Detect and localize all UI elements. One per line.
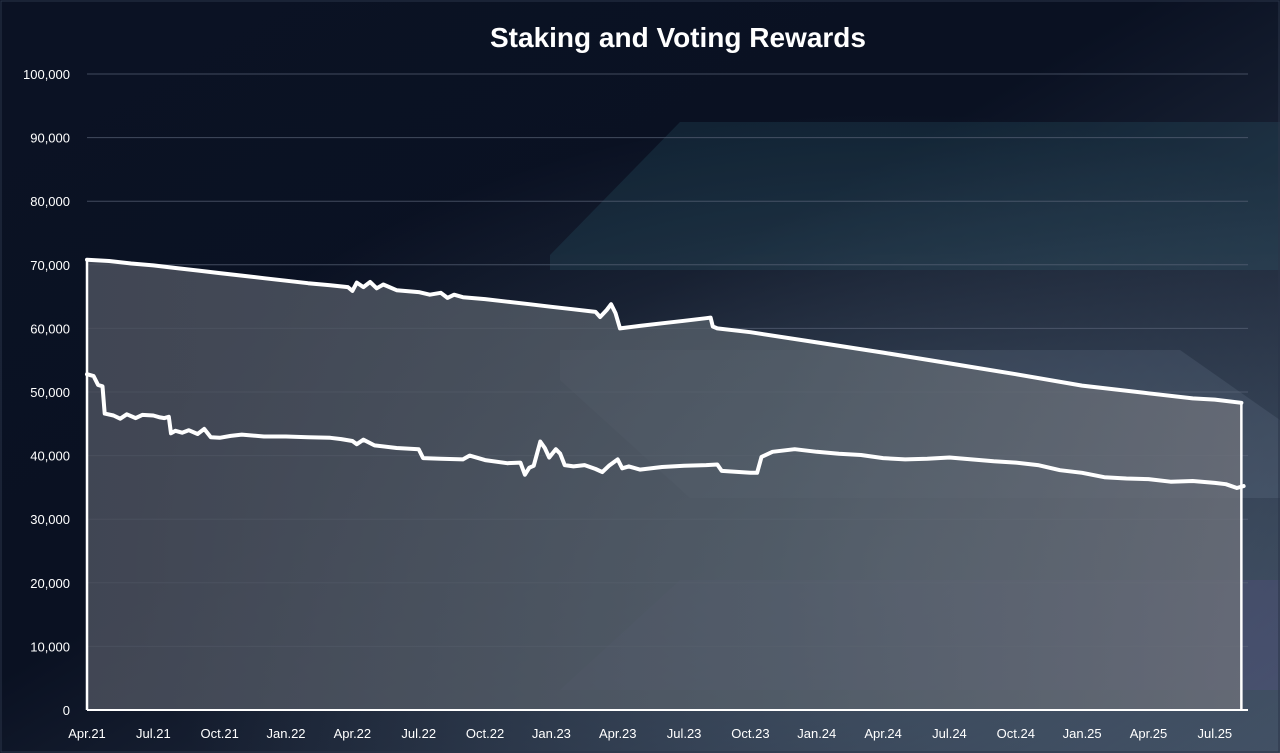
- y-axis: 0 10,000 20,000 30,000 40,000 50,000 60,000 70,…: [23, 67, 70, 718]
- x-tick-label: Jan.25: [1063, 726, 1102, 741]
- y-tick-label: 40,000: [30, 449, 70, 464]
- y-tick-label: 30,000: [30, 512, 70, 527]
- series-line-voting-rewards: [85, 372, 1246, 490]
- area-staking-rewards: [87, 259, 1242, 710]
- y-tick-label: 20,000: [30, 576, 70, 591]
- series-lines: [85, 257, 1246, 490]
- x-tick-label: Oct.24: [997, 726, 1035, 741]
- x-tick-label: Jul.23: [667, 726, 702, 741]
- x-tick-label: Oct.21: [201, 726, 239, 741]
- y-tick-label: 0: [63, 703, 70, 718]
- x-tick-label: Apr.24: [864, 726, 902, 741]
- x-tick-label: Jul.21: [136, 726, 171, 741]
- x-tick-label: Oct.22: [466, 726, 504, 741]
- x-axis: Apr.21 Jul.21 Oct.21 Jan.22 Apr.22 Jul.22 Oct.…: [68, 709, 1248, 741]
- x-tick-label: Jan.22: [267, 726, 306, 741]
- series-line-staking-rewards: [85, 257, 1244, 405]
- x-tick-label: Oct.23: [731, 726, 769, 741]
- x-tick-label: Apr.25: [1130, 726, 1168, 741]
- chart-title: Staking and Voting Rewards: [490, 22, 866, 53]
- y-tick-label: 100,000: [23, 67, 70, 82]
- x-tick-label: Apr.23: [599, 726, 637, 741]
- y-tick-label: 90,000: [30, 131, 70, 146]
- y-tick-label: 80,000: [30, 194, 70, 209]
- x-tick-label: Jan.24: [797, 726, 836, 741]
- x-tick-label: Apr.22: [334, 726, 372, 741]
- x-tick-label: Jul.22: [401, 726, 436, 741]
- y-tick-label: 60,000: [30, 321, 70, 336]
- area-fill: [85, 259, 1243, 710]
- y-tick-label: 70,000: [30, 258, 70, 273]
- decor-band-top: [550, 122, 1280, 270]
- x-tick-label: Jan.23: [532, 726, 571, 741]
- y-tick-label: 10,000: [30, 639, 70, 654]
- x-tick-label: Apr.21: [68, 726, 106, 741]
- x-tick-label: Jul.25: [1197, 726, 1232, 741]
- y-tick-label: 50,000: [30, 385, 70, 400]
- x-tick-label: Jul.24: [932, 726, 967, 741]
